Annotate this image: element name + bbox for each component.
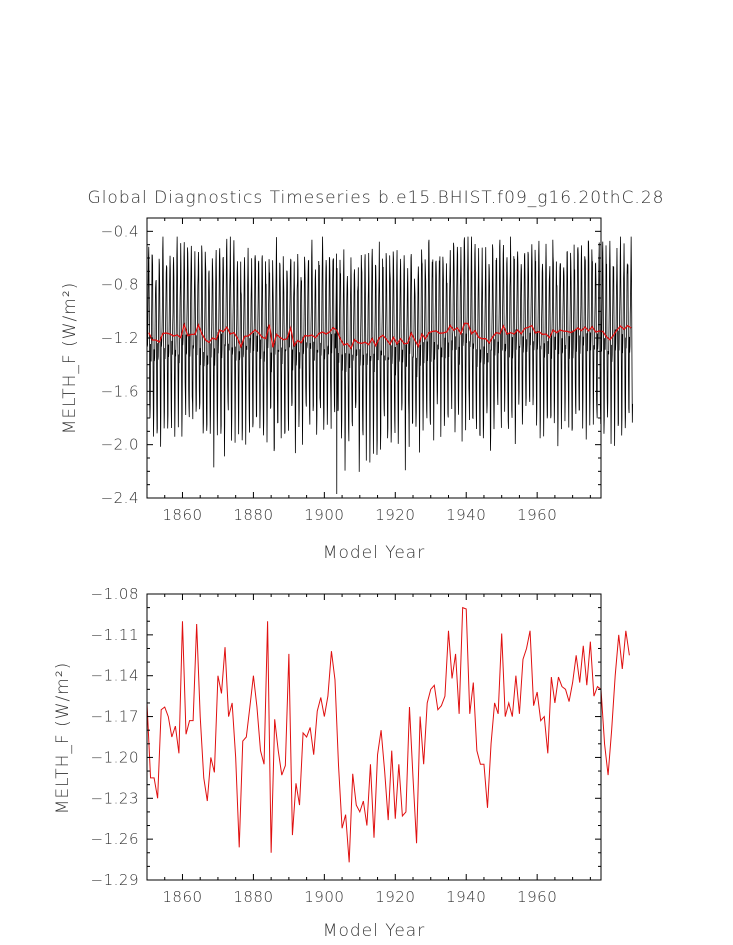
top-xtick-label: 1900 <box>304 506 344 524</box>
top-xlabel: Model Year <box>323 543 425 563</box>
top-ytick-label: −2.0 <box>101 436 139 454</box>
top-xtick-label: 1860 <box>162 506 202 524</box>
series-monthly-line <box>146 236 634 495</box>
top-plot-area <box>146 236 634 495</box>
bottom-axis-ticks: 1860 1880 1900 1920 1940 1960 −1.29 −1.26 −1.23 −… <box>91 585 601 906</box>
top-panel: 1860 1880 1900 1920 1940 1960 −2.4 −2.0 −1.6 −1.2… <box>60 217 634 563</box>
series-annual-line-bottom <box>146 606 630 863</box>
bottom-xtick-label: 1940 <box>446 888 486 906</box>
top-plot-frame <box>146 217 602 499</box>
top-ytick-label: −2.4 <box>101 489 139 507</box>
bottom-ytick-label: −1.29 <box>91 871 139 889</box>
bottom-xtick-label: 1920 <box>375 888 415 906</box>
bottom-xtick-label: 1860 <box>162 888 202 906</box>
series-annual-line-top <box>148 322 632 350</box>
bottom-xlabel: Model Year <box>323 921 425 941</box>
bottom-plot-area <box>146 606 630 863</box>
bottom-xtick-label: 1960 <box>517 888 557 906</box>
top-xtick-label: 1920 <box>375 506 415 524</box>
top-axis-ticks: 1860 1880 1900 1920 1940 1960 −2.4 −2.0 −1.6 −1.2… <box>101 217 601 524</box>
top-ytick-label: −0.4 <box>101 222 139 240</box>
bottom-ytick-label: −1.17 <box>91 708 139 726</box>
bottom-ytick-label: −1.11 <box>91 626 139 644</box>
bottom-ytick-label: −1.26 <box>91 830 139 848</box>
top-ytick-label: −1.6 <box>101 382 139 400</box>
bottom-ytick-label: −1.23 <box>91 789 139 807</box>
plot-title: Global Diagnostics Timeseries b.e15.BHIS… <box>88 188 665 208</box>
bottom-ytick-label: −1.14 <box>91 667 139 685</box>
bottom-plot-frame <box>146 593 602 881</box>
bottom-ylabel: MELTH_F (W/m²) <box>53 662 73 815</box>
bottom-ytick-label: −1.08 <box>91 585 139 603</box>
bottom-panel: 1860 1880 1900 1920 1940 1960 −1.29 −1.26 −1.23 −… <box>53 585 630 941</box>
top-ytick-label: −0.8 <box>101 276 139 294</box>
top-ylabel: MELTH_F (W/m²) <box>60 282 80 435</box>
bottom-xtick-label: 1880 <box>233 888 273 906</box>
top-xtick-label: 1960 <box>517 506 557 524</box>
top-ytick-label: −1.2 <box>101 329 139 347</box>
bottom-ytick-label: −1.20 <box>91 748 139 766</box>
bottom-xtick-label: 1900 <box>304 888 344 906</box>
top-xtick-label: 1940 <box>446 506 486 524</box>
top-xtick-label: 1880 <box>233 506 273 524</box>
